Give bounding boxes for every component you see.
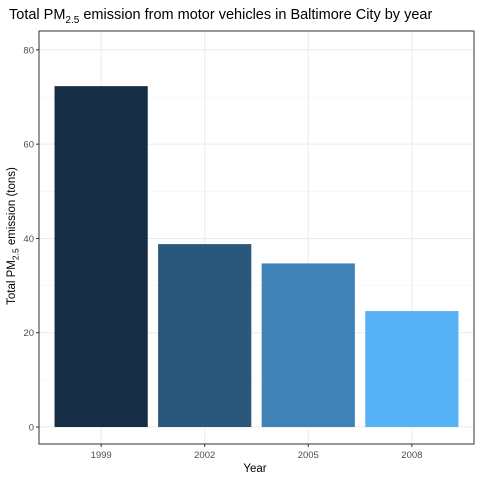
x-tick-label: 2002 <box>194 450 215 461</box>
chart-title: Total PM2.5 emission from motor vehicles… <box>9 7 432 26</box>
y-axis-title: Total PM2.5 emission (tons) <box>6 167 21 305</box>
x-axis-title: Year <box>243 463 266 475</box>
bar-2002 <box>158 244 252 428</box>
x-tick-label: 2008 <box>401 450 422 461</box>
chart-title-suffix: emission from motor vehicles in Baltimor… <box>79 7 432 23</box>
axes: 0 20 40 60 80 1999 2002 2005 2008 <box>23 45 422 461</box>
y-tick-label: 0 <box>29 422 34 433</box>
y-axis-title-suffix: emission (tons) <box>6 167 18 248</box>
bar-2008 <box>365 311 459 428</box>
chart-title-subscript: 2.5 <box>65 15 79 26</box>
y-tick-label: 40 <box>23 234 34 245</box>
chart-title-prefix: Total PM <box>9 7 65 23</box>
y-tick-label: 80 <box>23 45 34 56</box>
y-tick-label: 60 <box>23 140 34 151</box>
plot-panel-border <box>38 30 475 445</box>
x-tick-label: 1999 <box>91 450 112 461</box>
bar-2005 <box>261 263 355 428</box>
bar-1999 <box>54 86 148 428</box>
bars <box>54 86 459 428</box>
y-axis-title-subscript: 2.5 <box>11 248 21 260</box>
y-axis-title-prefix: Total PM <box>6 260 18 305</box>
x-tick-label: 2005 <box>298 450 319 461</box>
y-tick-label: 20 <box>23 328 34 339</box>
